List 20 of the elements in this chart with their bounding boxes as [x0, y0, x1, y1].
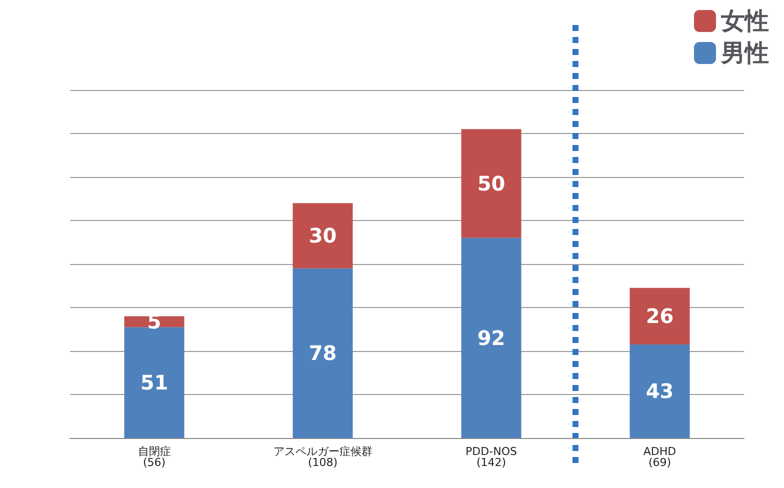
- data-label: 78: [308, 341, 337, 366]
- bar: [461, 129, 522, 238]
- data-label: 26: [646, 304, 674, 328]
- x-tick-label: 自閉症 (56): [138, 445, 171, 469]
- x-tick-label: アスペルガー症候群 (108): [273, 445, 372, 469]
- data-label: 51: [140, 370, 168, 395]
- data-label: 92: [477, 326, 506, 350]
- legend-label: 女性: [720, 7, 769, 35]
- data-label: 50: [477, 172, 506, 196]
- bar: [124, 327, 184, 438]
- bar: [630, 288, 690, 344]
- bar: [461, 238, 522, 438]
- data-label: 30: [308, 224, 337, 248]
- legend-label: 男性: [720, 39, 769, 67]
- bar: [292, 203, 353, 268]
- bar: [292, 268, 353, 438]
- x-tick-label: PDD-NOS (142): [466, 445, 517, 469]
- x-tick-label: ADHD (69): [643, 445, 676, 469]
- data-label: 43: [646, 379, 674, 404]
- bar: [630, 344, 690, 438]
